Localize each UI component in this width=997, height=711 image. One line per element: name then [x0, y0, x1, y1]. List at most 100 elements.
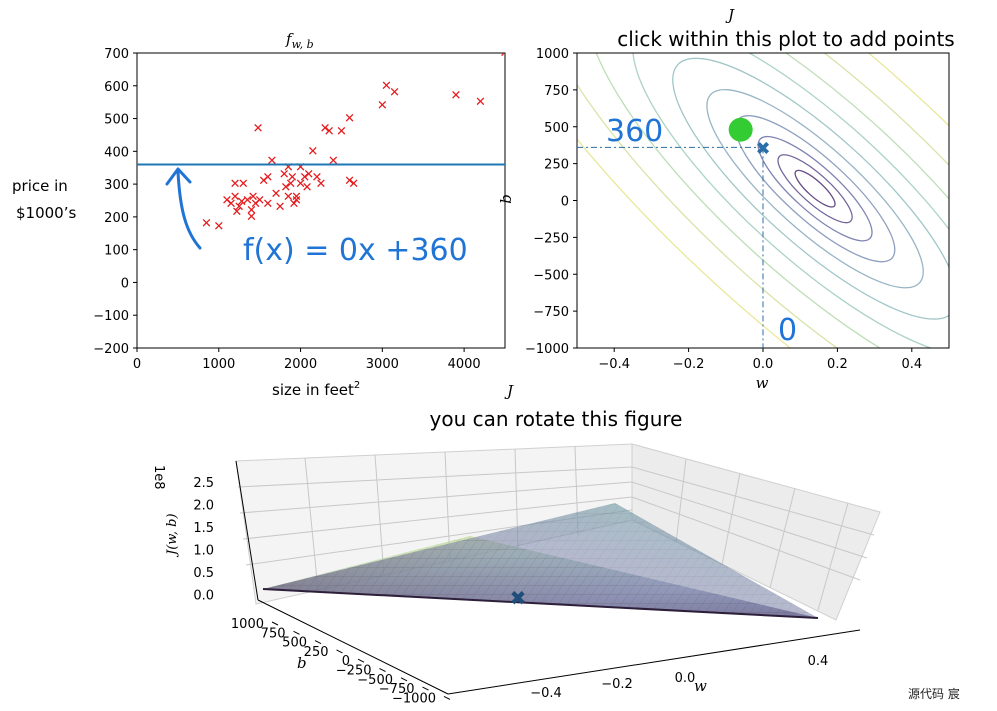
data-point: ✕ — [336, 125, 347, 140]
data-point: ✕ — [324, 125, 335, 140]
scatter-y-axis-label-line1: price in — [12, 177, 68, 195]
contour-y-tick-label: 250 — [544, 158, 569, 173]
contour-x-tick-label: 0.0 — [753, 357, 774, 372]
data-point: ✕ — [242, 194, 253, 209]
surface-plot[interactable]: J you can rotate this figure — [151, 382, 881, 706]
b-value-annotation: 360 — [606, 114, 663, 149]
data-point: ✕ — [254, 194, 265, 209]
scatter-x-tick-label: 1000 — [202, 357, 235, 372]
surface-mesh-right — [263, 503, 818, 618]
data-point: ✕ — [295, 177, 306, 192]
w-tick-label-3d: 0.4 — [808, 654, 829, 669]
surface-subtitle: you can rotate this figure — [430, 407, 683, 431]
z-axis-label: J(w, b) — [165, 513, 180, 558]
contour-plot[interactable]: J click within this plot to add points 1… — [379, 0, 997, 600]
b-tick-3d — [443, 695, 451, 700]
contour-y-tick-label: −500 — [533, 268, 569, 283]
current-point-marker: ✖ — [755, 138, 770, 159]
contour-level — [632, 53, 949, 348]
data-point: ✕ — [275, 200, 286, 215]
data-point: ✕ — [291, 190, 302, 205]
b-axis-label-3d: b — [297, 654, 307, 672]
contour-level — [586, 53, 949, 348]
contour-level — [757, 135, 873, 242]
data-point: ✕ — [348, 177, 359, 192]
scatter-y-tick-label: −100 — [93, 309, 129, 324]
z-axis-line — [235, 460, 259, 601]
data-point: ✕ — [344, 112, 355, 127]
z-tick-label: 2.5 — [193, 476, 214, 491]
contour-y-tick-label: 0 — [561, 195, 569, 210]
b-tick-3d — [271, 621, 279, 626]
contour-level — [577, 53, 949, 348]
data-point: ✕ — [271, 187, 282, 202]
b-tick-label-3d: −500 — [357, 673, 393, 688]
z-scale-label: 1e8 — [151, 465, 166, 490]
z-tick-label: 0.5 — [193, 566, 214, 581]
data-point: ✕ — [262, 197, 273, 212]
data-point: ✕ — [475, 95, 486, 110]
data-point: ✕ — [389, 85, 400, 100]
scatter-x-tick-label: 0 — [133, 357, 141, 372]
arrowhead-annotation — [165, 167, 192, 186]
w-axis-label-3d: w — [694, 677, 707, 695]
data-point: ✕ — [230, 177, 241, 192]
b-tick-3d — [336, 649, 343, 654]
scatter-axes-frame — [136, 52, 506, 349]
scatter-y-tick-label: 500 — [104, 113, 129, 128]
b-tick-3d — [314, 640, 322, 645]
data-point: ✕ — [320, 121, 331, 136]
contour-x-tick-label: −0.4 — [598, 357, 630, 372]
scatter-y-tick-label: 100 — [104, 244, 129, 259]
contour-level — [794, 169, 836, 208]
data-point: ✕ — [266, 154, 277, 169]
scatter-y-tick-label: 700 — [104, 47, 129, 62]
contour-x-tick-label: −0.2 — [673, 357, 705, 372]
data-point: ✕ — [280, 180, 291, 195]
data-point: ✕ — [230, 190, 241, 205]
contour-level — [777, 154, 853, 224]
data-point: ✕ — [381, 79, 392, 94]
data-point: ✕ — [344, 174, 355, 189]
b-tick-3d — [293, 630, 300, 635]
b-tick-label-3d: 500 — [282, 636, 307, 651]
data-point: ✕ — [289, 197, 300, 212]
data-point: ✕ — [316, 177, 327, 192]
w-value-annotation: 0 — [778, 313, 797, 348]
data-point: ✕ — [253, 121, 264, 136]
b-tick-3d — [379, 668, 386, 672]
w-axis-line — [447, 629, 861, 695]
data-point: ✕ — [262, 171, 273, 186]
z-tick-label: 1.5 — [193, 521, 214, 536]
contour-y-tick-label: 1000 — [536, 47, 569, 62]
z-tick-label: 2.0 — [193, 499, 214, 514]
contour-level — [672, 57, 949, 320]
contour-title: J — [725, 6, 735, 24]
data-point: ✕ — [213, 220, 224, 235]
scatter-y-tick-label: 0 — [121, 276, 129, 291]
contour-y-axis-label: b — [497, 194, 515, 204]
data-point: ✕ — [328, 154, 339, 169]
surface-marker: ✖ — [510, 586, 527, 610]
data-point: ✕ — [377, 98, 388, 113]
b-tick-label-3d: 1000 — [231, 617, 264, 632]
contour-y-tick-label: −750 — [533, 305, 569, 320]
fit-equation-annotation: f(x) = 0x +360 — [243, 233, 468, 268]
scatter-x-tick-label: 4000 — [448, 357, 481, 372]
data-point: ✕ — [231, 205, 242, 220]
surface-valley-edge — [262, 588, 819, 619]
data-point: ✕ — [283, 190, 294, 205]
data-point: ✕ — [450, 89, 461, 104]
contour-y-tick-label: 500 — [544, 121, 569, 136]
watermark: 源代码 宸 — [908, 686, 960, 701]
scatter-title: fw, b — [285, 30, 314, 51]
data-point: ✕ — [234, 200, 245, 215]
data-point: ✕ — [291, 194, 302, 209]
data-point: ✕ — [287, 171, 298, 186]
scatter-y-tick-label: 600 — [104, 80, 129, 95]
data-point: ✕ — [500, 46, 511, 61]
b-tick-label-3d: −250 — [336, 664, 372, 679]
data-point: ✕ — [246, 203, 257, 218]
